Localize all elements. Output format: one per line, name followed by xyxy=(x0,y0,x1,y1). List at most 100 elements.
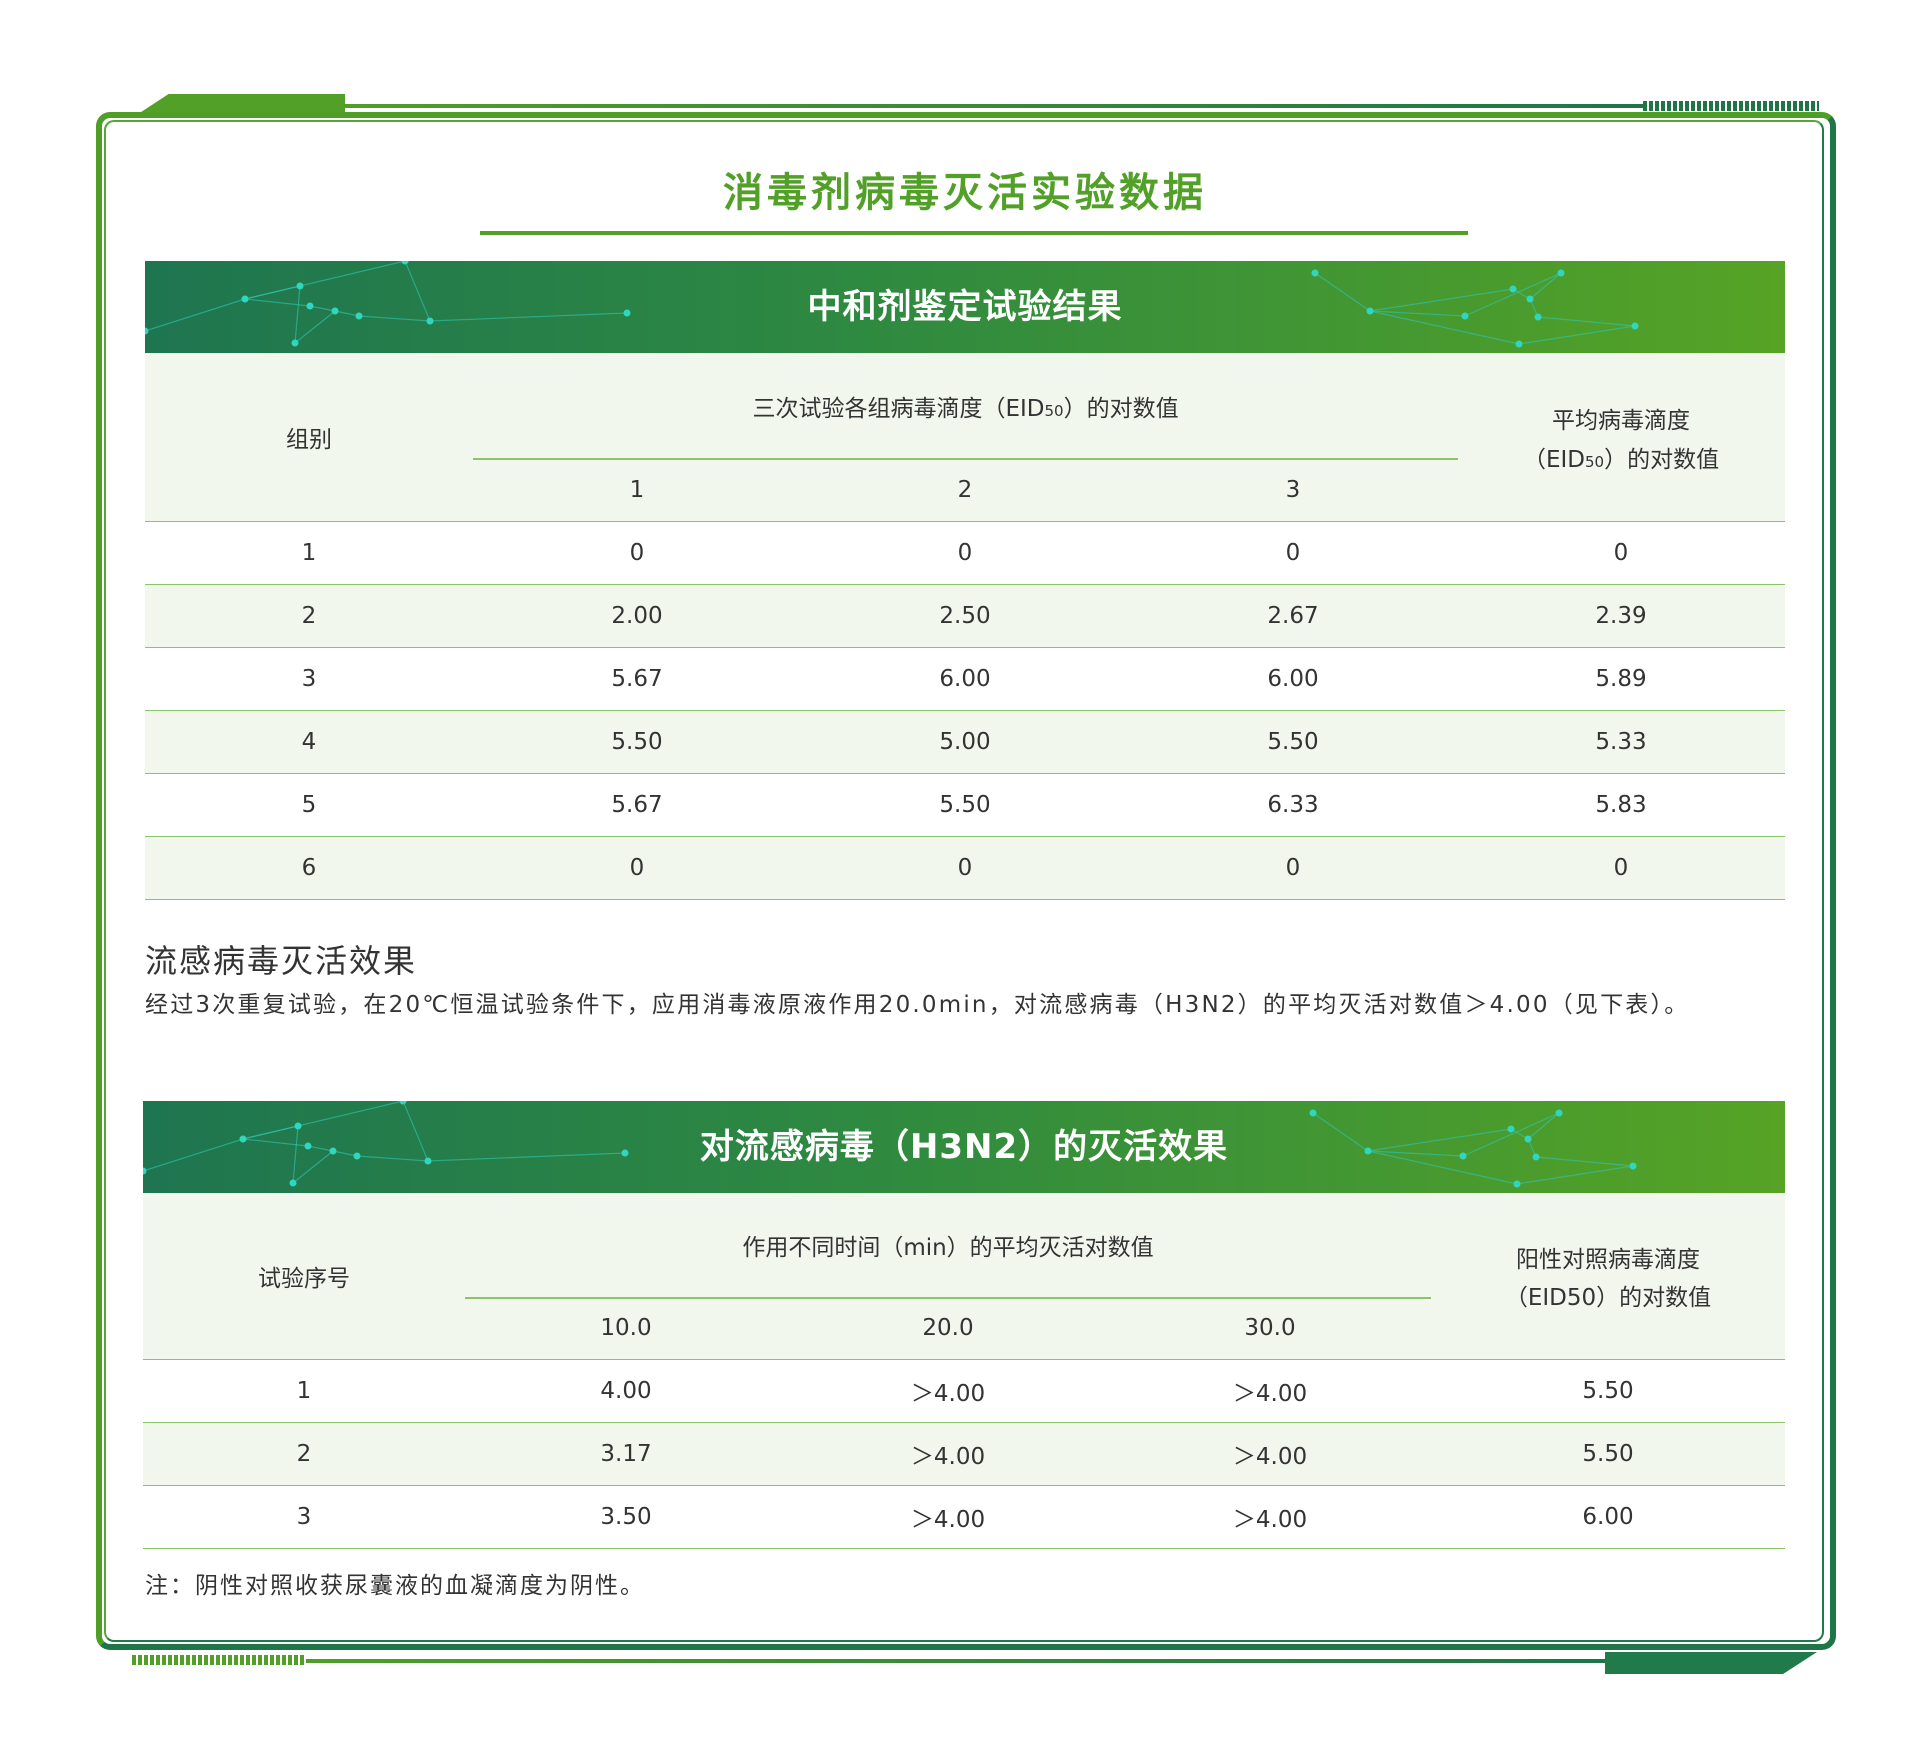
network-line xyxy=(1518,325,1636,345)
header-divider xyxy=(473,458,1458,460)
frame-line-top xyxy=(345,104,1643,108)
network-node xyxy=(1524,1135,1532,1143)
table-cell: 0 xyxy=(1613,855,1629,881)
network-node xyxy=(1364,1147,1372,1155)
network-line xyxy=(1529,272,1562,300)
table-cell: 2 xyxy=(296,1441,312,1467)
table-cell: 5.83 xyxy=(1595,792,1647,818)
network-line xyxy=(332,1150,358,1157)
table-cell: 3 xyxy=(301,666,317,692)
table-row: 4 5.50 5.00 5.50 5.33 xyxy=(145,711,1785,774)
table-row: 2 3.17 ＞4.00 ＞4.00 5.50 xyxy=(143,1423,1785,1486)
table-row: 6 0 0 0 0 xyxy=(145,837,1785,900)
network-node xyxy=(329,1147,337,1155)
network-node xyxy=(291,339,299,347)
table-cell: 0 xyxy=(1613,540,1629,566)
header-sub-col: 2 xyxy=(957,477,973,503)
network-line xyxy=(1367,1128,1512,1152)
header-pos-line1: 阳性对照病毒滴度 xyxy=(1516,1247,1700,1273)
network-node xyxy=(1311,269,1319,277)
network-node xyxy=(399,1101,407,1105)
network-node xyxy=(1526,295,1534,303)
network-line xyxy=(1516,1165,1634,1185)
table-cell: 1 xyxy=(301,540,317,566)
network-node xyxy=(1532,1153,1540,1161)
network-line xyxy=(1527,1112,1560,1140)
header-sub-col: 1 xyxy=(629,477,645,503)
network-node xyxy=(294,1122,302,1130)
network-line xyxy=(1367,1150,1518,1185)
page-title: 消毒剂病毒灭活实验数据 xyxy=(723,170,1207,216)
table-row: 5 5.67 5.50 6.33 5.83 xyxy=(145,774,1785,837)
network-node xyxy=(289,1179,297,1187)
table-cell: ＞4.00 xyxy=(1232,1381,1308,1407)
table1-banner: 中和剂鉴定试验结果 xyxy=(145,261,1785,353)
table-cell: 4.00 xyxy=(600,1378,652,1404)
table1-header: 组别 三次试验各组病毒滴度（EID50）的对数值 1 2 3 平均病毒滴度 （E… xyxy=(145,353,1785,522)
network-line xyxy=(242,1138,309,1147)
table-cell: 5.50 xyxy=(1582,1441,1634,1467)
network-node xyxy=(1459,1152,1467,1160)
network-line xyxy=(145,298,246,332)
table-cell: 0 xyxy=(1285,540,1301,566)
network-line xyxy=(242,1101,404,1140)
table-cell: 5.67 xyxy=(611,792,663,818)
network-node xyxy=(1629,1162,1637,1170)
frame-tab-bottom-right xyxy=(1605,1652,1817,1674)
network-node xyxy=(239,1135,247,1143)
table-cell: 6.00 xyxy=(939,666,991,692)
network-line xyxy=(404,261,431,322)
frame-line-bottom xyxy=(306,1659,1606,1663)
table-cell: 0 xyxy=(957,855,973,881)
header-pos-line2: （EID50）的对数值 xyxy=(1504,1285,1712,1311)
network-node xyxy=(424,1157,432,1165)
table-cell: 2.39 xyxy=(1595,603,1647,629)
frame-dashes-bottom-left xyxy=(132,1655,306,1665)
network-node xyxy=(353,1152,361,1160)
network-node xyxy=(241,295,249,303)
network-node xyxy=(306,302,314,310)
network-line xyxy=(1464,272,1562,317)
network-node xyxy=(1461,312,1469,320)
table-cell: 5.50 xyxy=(611,729,663,755)
table-row: 3 5.67 6.00 6.00 5.89 xyxy=(145,648,1785,711)
network-node xyxy=(143,1167,147,1175)
table-cell: ＞4.00 xyxy=(910,1507,986,1533)
network-node xyxy=(621,1149,629,1157)
table-cell: ＞4.00 xyxy=(910,1444,986,1470)
network-line xyxy=(402,1101,429,1162)
table-cell: 6.00 xyxy=(1267,666,1319,692)
table-cell: 3.17 xyxy=(600,1441,652,1467)
network-line xyxy=(356,1155,429,1162)
table-cell: ＞4.00 xyxy=(1232,1507,1308,1533)
table-cell: 4 xyxy=(301,729,317,755)
table-row: 2 2.00 2.50 2.67 2.39 xyxy=(145,585,1785,648)
table-cell: 5.89 xyxy=(1595,666,1647,692)
network-line xyxy=(1537,316,1636,327)
table-cell: 6.00 xyxy=(1582,1504,1634,1530)
network-line xyxy=(427,1152,626,1162)
network-line xyxy=(292,1150,334,1184)
network-node xyxy=(1309,1109,1317,1117)
table-cell: 6 xyxy=(301,855,317,881)
table-cell: 1 xyxy=(296,1378,312,1404)
table-cell: ＞4.00 xyxy=(1232,1444,1308,1470)
section-paragraph: 经过3次重复试验，在20℃恒温试验条件下，应用消毒液原液作用20.0min，对流… xyxy=(145,992,1690,1018)
network-node xyxy=(1557,269,1565,277)
table-cell: 5.33 xyxy=(1595,729,1647,755)
table-row: 3 3.50 ＞4.00 ＞4.00 6.00 xyxy=(143,1486,1785,1549)
header-titer-span: 三次试验各组病毒滴度（EID50）的对数值 xyxy=(752,396,1179,422)
header-trial: 试验序号 xyxy=(258,1266,350,1292)
frame-outer xyxy=(96,112,1836,1650)
network-line xyxy=(1312,1112,1369,1152)
header-group: 组别 xyxy=(286,427,332,453)
table-cell: 5.00 xyxy=(939,729,991,755)
table1-title: 中和剂鉴定试验结果 xyxy=(807,287,1123,327)
network-line xyxy=(1314,272,1371,312)
header-time-span: 作用不同时间（min）的平均灭活对数值 xyxy=(742,1235,1154,1261)
frame-tab-top-left xyxy=(135,94,345,116)
table-row: 1 0 0 0 0 xyxy=(145,522,1785,585)
header-sub-col: 20.0 xyxy=(922,1315,974,1341)
header-sub-col: 3 xyxy=(1285,477,1301,503)
network-node xyxy=(623,309,631,317)
